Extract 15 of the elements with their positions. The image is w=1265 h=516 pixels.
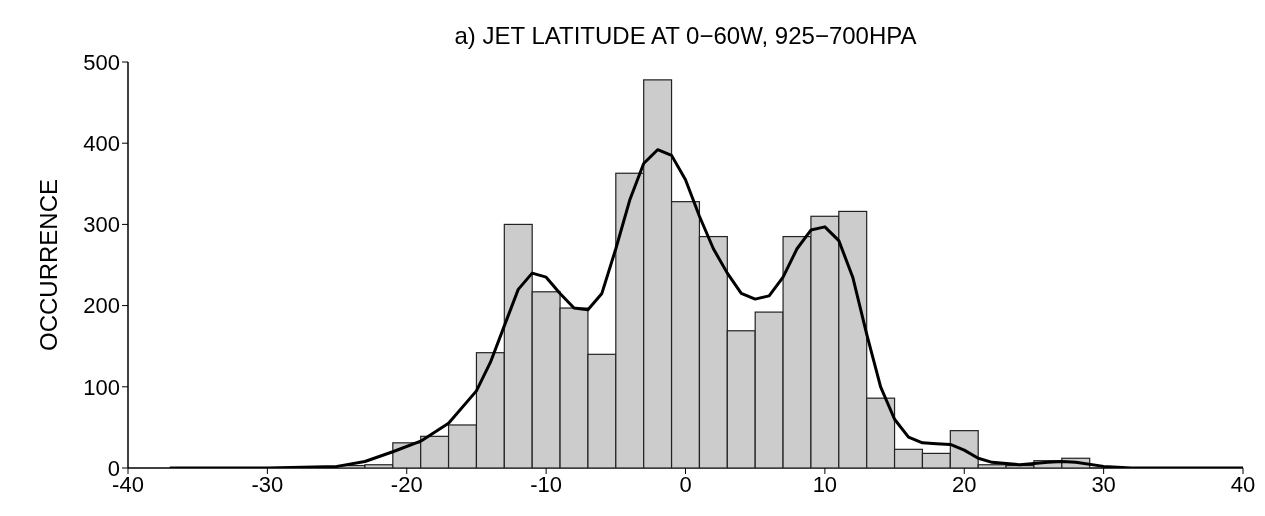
x-tick-label: -30 [251, 471, 284, 497]
chart-title: a) JET LATITUDE AT 0−60W, 925−700HPA [453, 22, 918, 50]
y-axis-title: OCCURRENCE [34, 178, 62, 352]
x-tick-label: 0 [679, 471, 692, 497]
x-tick-label: 40 [1230, 471, 1256, 497]
y-tick-label: 100 [83, 374, 120, 400]
x-tick-label: -20 [390, 471, 423, 497]
x-tick-label: -10 [530, 471, 563, 497]
x-tick-label: 30 [1091, 471, 1116, 497]
y-tick-label: 400 [83, 131, 120, 157]
y-tick-label: 500 [83, 49, 120, 75]
x-tick-label: 10 [812, 471, 838, 497]
x-tick-label: 20 [952, 471, 977, 497]
y-tick-label: 200 [83, 293, 120, 319]
y-tick-label: 300 [83, 212, 120, 238]
